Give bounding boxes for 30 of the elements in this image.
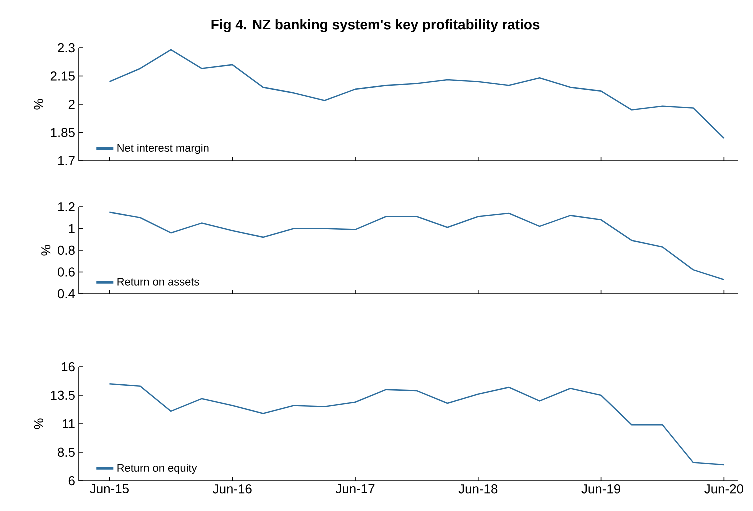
x-tick-label: Jun-20 [704,484,744,494]
y-axis-title: % [42,245,51,256]
x-tick-label: Jun-19 [582,484,620,494]
x-tick-label: Jun-18 [458,484,498,494]
x-tick-label: Jun-15 [90,484,129,494]
y-tick-label: 0.8 [58,246,75,256]
legend-label: Return on equity [118,464,198,474]
y-tick-label: 0.4 [58,289,76,299]
chart-title: Fig 4. NZ banking system's key profitability ratios [212,19,540,32]
y-axis-title: % [34,99,44,110]
y-tick-label: 2.15 [50,72,75,81]
y-tick-label: 2.3 [58,43,75,53]
y-tick-label: 8.5 [58,448,75,458]
legend-label: Net interest margin [118,144,209,154]
y-tick-label: 1.2 [58,202,75,212]
x-tick-label: Jun-16 [213,484,252,494]
y-tick-label: 11 [63,420,75,428]
line-series [109,383,725,466]
y-tick-label: 0.6 [58,268,75,277]
y-tick-label: 1.7 [58,156,75,166]
y-tick-label: 16 [62,362,75,372]
y-tick-label: 13.5 [51,390,75,400]
y-tick-label: 6 [68,476,75,486]
legend-label: Return on assets [118,278,200,286]
y-tick-label: 2 [68,100,75,110]
y-axis-title: % [34,418,44,430]
y-tick-label: 1 [69,224,75,234]
line-series [109,49,725,140]
x-tick-label: Jun-17 [336,484,375,494]
y-tick-label: 1.85 [51,128,75,138]
